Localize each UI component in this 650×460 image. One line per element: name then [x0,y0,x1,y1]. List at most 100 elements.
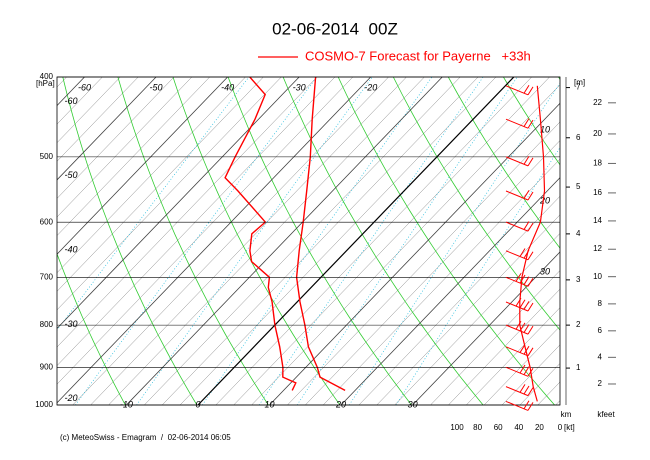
height-tick-label: 4 [598,352,603,361]
isotherm-minor [57,77,103,125]
height-tick-label: 1 [576,363,581,372]
wind-barb [505,297,534,312]
wind-barb [505,155,534,167]
wind-tick-label: 80 [473,423,482,432]
axis-label: km [561,410,572,419]
isotherm-label: -40 [64,245,77,255]
height-tick-label: 2 [576,320,581,329]
dry-adiabat [558,77,560,81]
isotherm-minor [627,77,650,405]
x-tick-label: 10 [264,399,274,409]
y-tick-label: 700 [40,272,54,281]
right-label: 10 [540,124,550,134]
wind-barb [505,384,534,397]
height-tick-label: 5 [576,182,581,191]
isotherm-minor [466,307,560,405]
height-tick-label: 16 [593,188,602,197]
y-tick-label: 800 [40,320,54,329]
isotherm-minor [144,77,461,405]
wind-barb [505,118,534,129]
isotherm-minor [57,77,264,292]
isotherm-minor [57,77,228,255]
isotherm [412,251,560,405]
height-tick-label: 6 [598,326,603,335]
isotherm-minor [179,77,497,405]
isotherm [269,102,560,405]
isotherm-label: -20 [364,82,377,92]
grid [0,77,650,405]
isotherm-minor [322,158,560,405]
isotherm-minor [57,77,318,348]
wind-tick-label: 20 [535,423,544,432]
height-tick-label: 10 [593,272,602,281]
isotherm [197,77,515,405]
isotherm-minor [57,77,85,106]
legend-label: COSMO-7 Forecast for Payerne +33h [305,48,531,63]
isotherm-minor [305,140,560,405]
y-tick-label: 1000 [35,400,53,409]
wind-tick-label: 60 [494,423,503,432]
isotherm-label: -60 [78,82,91,92]
axis-unit: [m] [574,78,585,87]
isotherm-minor [57,77,193,218]
wind-tick-label: 40 [514,423,523,432]
isotherm-minor [72,77,389,405]
x-tick-label: 20 [335,399,346,409]
isotherm-minor [376,214,560,405]
isotherm-minor [161,77,479,405]
wind-barb [505,364,534,377]
y-tick-label: 400 [40,72,54,81]
isotherm [57,77,85,107]
dry-adiabat [392,77,560,331]
height-tick-label: 12 [593,244,602,253]
height-tick-label: 14 [593,216,602,225]
isotherm [57,77,157,181]
isotherm-minor [394,233,560,405]
isotherm-minor [57,77,175,199]
x-tick-label: -10 [120,399,133,409]
height-tick-label: 8 [598,299,603,308]
dry-adiabat [0,77,54,405]
x-tick-label: 0 [195,399,200,409]
right-label: 30 [540,266,550,276]
isotherm-minor [0,77,49,405]
wind-barb [505,273,534,287]
isotherm-minor [57,77,139,162]
y-tick-label: 900 [40,362,54,371]
footer: (c) MeteoSwiss - Emagram / 02-06-2014 06… [60,433,231,442]
x-tick-label: 30 [408,399,418,409]
isotherm [57,77,372,404]
dry-adiabat [503,77,560,166]
isotherm-minor [574,77,650,405]
mixing-ratio-line [57,77,250,331]
isotherm-label: -60 [64,96,77,106]
isotherm [340,177,560,405]
isotherm-minor [287,121,560,405]
isotherm [57,77,228,255]
wind-barb [505,344,534,357]
mixing-ratio-line [258,77,484,405]
mixing-ratio-line [136,77,373,405]
height-tick-label: 6 [576,133,581,142]
isotherm-minor [215,77,532,405]
height-tick-label: 22 [593,98,602,107]
isotherm-minor [555,400,560,405]
isotherm-minor [57,77,121,144]
dry-adiabat [614,77,650,405]
isotherm-minor [90,77,407,405]
isotherm-minor [358,195,560,405]
right-label: 20 [539,195,550,205]
isotherm-minor [57,77,282,311]
wind-tick-label: 100 [450,423,464,432]
wind-barb [505,320,534,335]
y-tick-label: 500 [40,152,54,161]
dry-adiabat [282,77,484,405]
isotherm-label: -50 [64,170,77,180]
isotherm-label: -50 [150,82,163,92]
isotherm [126,77,443,405]
wind-barb [505,221,534,232]
chart-title: 02-06-2014 00Z [272,19,398,38]
wind-barb [505,190,534,201]
